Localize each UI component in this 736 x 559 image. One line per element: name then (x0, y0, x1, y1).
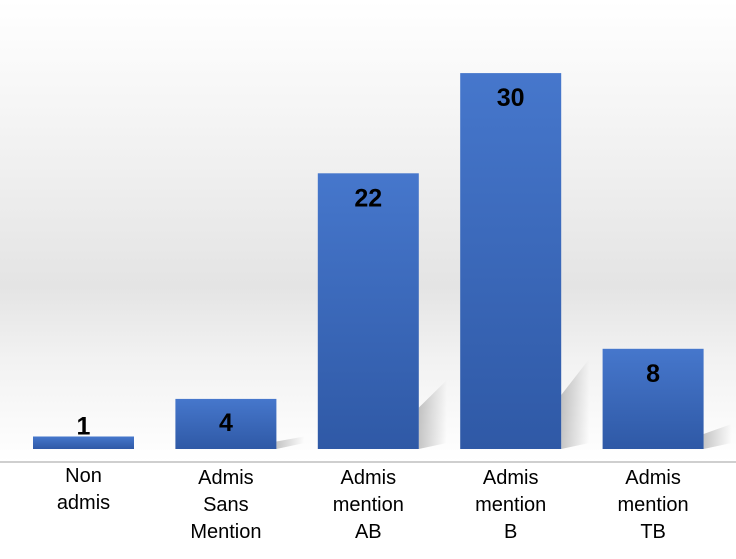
data-label: 30 (497, 84, 525, 112)
bar-shadow (561, 359, 590, 449)
bar (460, 73, 562, 449)
category-label-line: Admis (198, 467, 254, 489)
category-label-line: Sans (203, 494, 249, 516)
category-label-line: B (504, 521, 517, 543)
category-label: Non admis (57, 465, 110, 514)
category-label-line: Mention (190, 521, 261, 543)
category-label-line: Admis (341, 467, 397, 489)
data-label: 8 (646, 360, 660, 388)
category-label-line: Admis (625, 467, 681, 489)
bar (175, 398, 277, 449)
category-label-line: admis (57, 492, 110, 514)
category-label: Admis mention B (475, 467, 546, 543)
bar (33, 436, 134, 449)
data-label: 1 (77, 413, 91, 441)
bar-shadow (418, 380, 447, 449)
data-label: 22 (354, 184, 382, 212)
category-label-line: mention (333, 494, 404, 516)
category-label-line: mention (475, 494, 546, 516)
category-label: Admis mention AB (333, 467, 404, 543)
category-label-line: Non (65, 465, 102, 487)
bar-shadows (276, 359, 732, 449)
bar (317, 173, 419, 450)
bar-shadow (276, 436, 305, 449)
category-label-line: TB (640, 521, 666, 543)
bar (602, 348, 704, 449)
category-label-line: mention (618, 494, 689, 516)
bar-shadow (703, 423, 732, 449)
category-label: Admis mention TB (618, 467, 689, 543)
category-label: Admis Sans Mention (190, 467, 261, 543)
bars (33, 73, 704, 450)
category-label-line: Admis (483, 467, 539, 489)
category-label-line: AB (355, 521, 382, 543)
data-label: 4 (219, 409, 233, 437)
